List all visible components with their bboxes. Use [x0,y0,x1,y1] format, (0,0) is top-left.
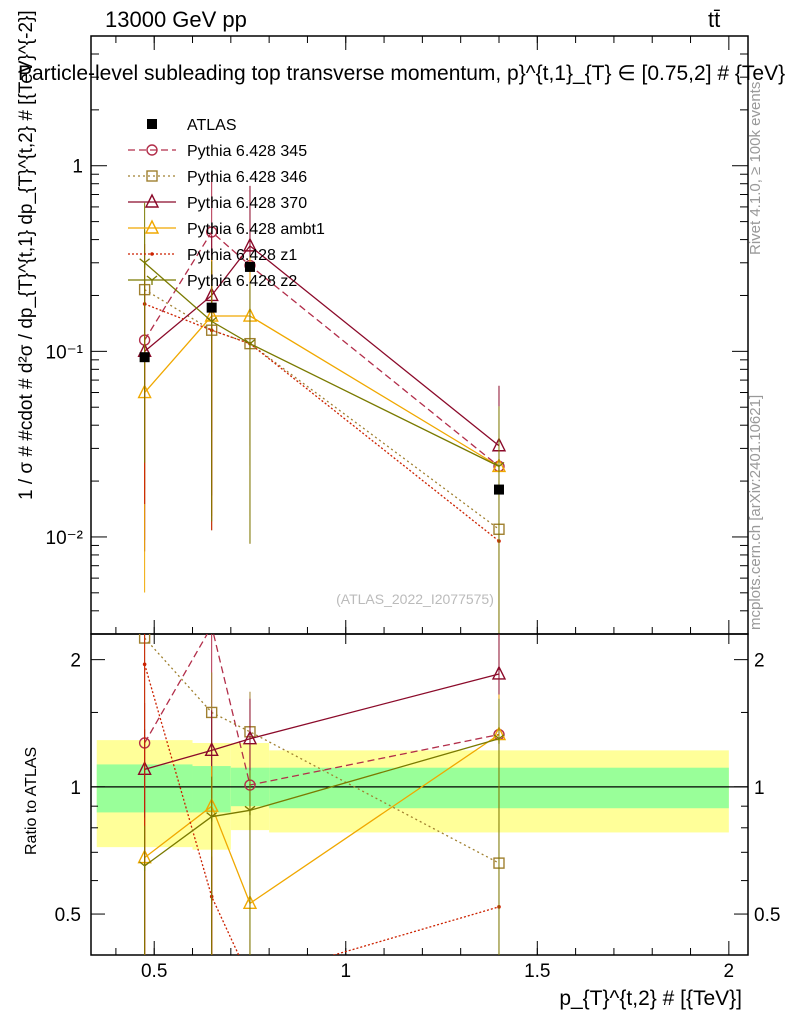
chart-title: Particle-level subleading top transverse… [18,62,785,85]
legend-marker [146,144,158,156]
legend-label: ATLAS [187,117,237,134]
legend-marker-atlas [147,119,157,129]
ratio-tick-label: 2 [70,651,81,672]
ratio-point [244,805,256,816]
y-axis-label: 1 / σ # #cdot # d²σ / dp_{T}^{t,1} dp_{T… [16,10,37,500]
ratio-line-3 [144,733,500,905]
series-line-4 [144,303,500,542]
main-series-layer [137,171,507,634]
ratio-point [491,665,507,680]
atlas-data-point [493,484,504,495]
ratio-point [248,978,252,982]
main-plot-panel: 10⁻² 10⁻¹ 1 [46,35,749,635]
ratio-line-2 [144,673,500,770]
ratio-point [206,812,218,822]
ratio-point [207,621,217,631]
legend-marker [146,170,158,182]
ratio-tick-label: 1 [70,778,81,799]
process-label: tt̄ [708,7,720,32]
series-point [242,237,258,252]
legend-marker [144,219,160,234]
legend: ATLAS Pythia 6.428 345 Pythia 6.428 346 Pyt… [128,117,325,290]
series-line-5 [144,262,500,467]
ratio-frame [90,633,749,956]
x-tick-label: 0.5 [141,961,167,982]
ratio-point [242,730,258,745]
x-axis-label: p_{T}^{t,2} # [{TeV}] [559,987,742,1010]
series-line-2 [144,244,500,447]
series-point [206,316,218,327]
x-tick-label: 2 [724,961,735,982]
series-point [493,461,505,472]
y-tick-label: 1 [72,157,83,178]
legend-marker [144,193,160,208]
legend-label: Pythia 6.428 ambt1 [187,221,325,238]
y-tick-label: 10⁻² [46,528,84,549]
legend-label: Pythia 6.428 370 [187,195,307,212]
ratio-point [142,662,147,667]
legend-label: Pythia 6.428 346 [187,169,307,186]
legend-label: Pythia 6.428 z1 [187,247,297,264]
series-line-0 [144,230,500,467]
legend-marker [146,275,158,285]
legend-marker [150,252,154,256]
ratio-point [204,741,219,757]
series-line-3 [144,315,500,467]
rivet-label: Rivet 4.1.0, ≥ 100k events [747,82,764,255]
series-point [139,258,151,268]
atlas-data-point [139,352,150,363]
atlas-data-point [244,261,255,272]
energy-label: 13000 GeV pp [105,7,247,32]
legend-label: Pythia 6.428 z2 [187,273,297,290]
ratio-tick-label: 0.5 [55,905,81,926]
analysis-watermark: (ATLAS_2022_I2077575) [336,591,494,607]
x-tick-label: 1.5 [524,961,550,982]
ratio-point [139,861,151,871]
ratio-tick-label-right: 2 [754,651,765,672]
ratio-tick-label-right: 0.5 [754,905,780,926]
ratio-tick-label-right: 1 [754,778,765,799]
series-line-1 [144,289,500,530]
y-tick-label: 10⁻¹ [46,342,84,363]
legend-label: Pythia 6.428 345 [187,143,307,160]
mcplots-label: mcplots.cern.ch [arXiv:2401.10621] [747,395,764,630]
ratio-line-4 [144,664,500,955]
ratio-point [493,734,505,744]
ratio-plot-panel: 0.5 1 1.5 2 0.5 0.5 1 1 2 2 [55,621,780,982]
ratio-line-0 [144,634,500,786]
series-point [244,339,256,349]
ratio-series-layer [137,621,507,982]
ratio-line-5 [144,738,500,867]
ratio-y-axis-label: Ratio to ATLAS [23,747,40,855]
x-tick-label: 1 [340,961,351,982]
ratio-line-1 [144,637,500,864]
atlas-data-point [206,302,217,313]
